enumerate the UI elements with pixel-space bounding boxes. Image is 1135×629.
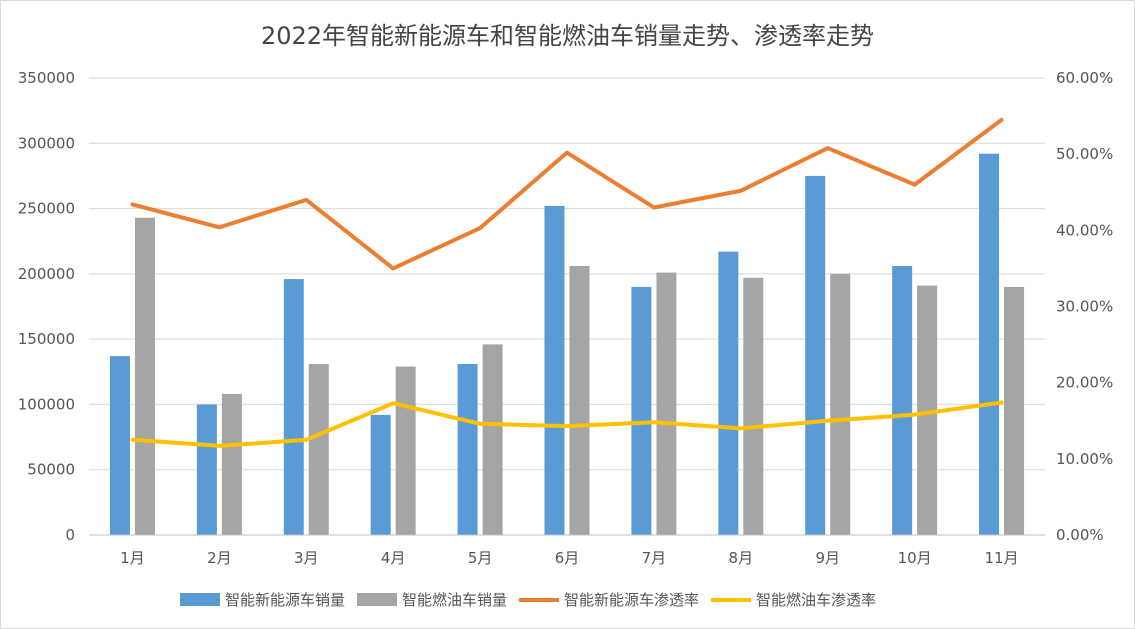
bar	[805, 175, 826, 535]
bar	[544, 205, 565, 535]
bar	[892, 266, 913, 535]
y-right-tick-label: 60.00%	[1056, 69, 1113, 87]
x-tick-label: 1月	[120, 549, 145, 567]
legend-label: 智能燃油车销量	[402, 591, 507, 609]
x-tick-label: 11月	[984, 549, 1018, 567]
x-tick-label: 9月	[815, 549, 840, 567]
legend-swatch	[180, 593, 220, 606]
bar	[395, 366, 416, 535]
y-right-tick-label: 50.00%	[1056, 145, 1113, 163]
bar	[743, 277, 764, 535]
legend: 智能新能源车销量 智能燃油车销量 智能新能源车渗透率 智能燃油车渗透率	[180, 591, 876, 609]
y-axis-left: 0 50000 100000 150000 200000 250000 300000 3500…	[18, 69, 75, 544]
y-right-tick-label: 0.00%	[1056, 526, 1104, 544]
y-left-tick-label: 50000	[27, 461, 75, 479]
bar	[221, 393, 242, 535]
legend-swatch	[357, 593, 398, 606]
y-left-tick-label: 100000	[18, 395, 75, 413]
x-tick-label: 8月	[729, 549, 754, 567]
bar	[917, 285, 938, 535]
y-left-tick-label: 300000	[18, 134, 75, 152]
bar	[283, 279, 304, 535]
x-tick-label: 6月	[555, 549, 580, 567]
x-tick-label: 10月	[898, 549, 932, 567]
chart-title: 2022年智能新能源车和智能燃油车销量走势、渗透率走势	[261, 22, 874, 50]
y-axis-right: 0.00% 10.00% 20.00% 30.00% 40.00% 50.00% 60.00…	[1056, 69, 1113, 544]
series-line	[130, 400, 1004, 448]
y-right-tick-label: 10.00%	[1056, 450, 1113, 468]
y-left-tick-label: 200000	[18, 265, 75, 283]
bar	[718, 251, 739, 535]
bar	[482, 344, 503, 535]
lines	[130, 117, 1004, 448]
legend-label: 智能新能源车渗透率	[564, 591, 699, 609]
y-left-tick-label: 0	[65, 526, 75, 544]
y-right-tick-label: 30.00%	[1056, 298, 1113, 316]
x-tick-label: 7月	[642, 549, 667, 567]
bar	[134, 217, 155, 535]
x-tick-label: 2月	[207, 549, 232, 567]
legend-label: 智能新能源车销量	[225, 591, 345, 609]
bars	[109, 153, 1025, 535]
bar	[631, 286, 652, 535]
bar	[109, 356, 130, 535]
gridlines	[89, 77, 1045, 536]
bar	[569, 266, 590, 535]
y-left-tick-label: 250000	[18, 200, 75, 218]
y-right-tick-label: 40.00%	[1056, 221, 1113, 239]
series-line	[130, 117, 1004, 271]
bar	[1004, 286, 1025, 535]
x-tick-label: 3月	[294, 549, 319, 567]
bar	[457, 363, 478, 535]
legend-label: 智能燃油车渗透率	[756, 591, 876, 609]
bar	[370, 414, 391, 535]
bar	[308, 363, 329, 535]
x-tick-label: 4月	[381, 549, 406, 567]
x-axis: 1月 2月 3月 4月 5月 6月 7月 8月 9月 10月 11月	[89, 534, 1045, 567]
x-tick-label: 5月	[468, 549, 493, 567]
y-left-tick-label: 150000	[18, 330, 75, 348]
y-left-tick-label: 350000	[18, 69, 75, 87]
bar	[656, 272, 677, 535]
bar	[979, 153, 1000, 535]
y-right-tick-label: 20.00%	[1056, 374, 1113, 392]
bar	[196, 404, 217, 535]
bar	[830, 273, 851, 535]
